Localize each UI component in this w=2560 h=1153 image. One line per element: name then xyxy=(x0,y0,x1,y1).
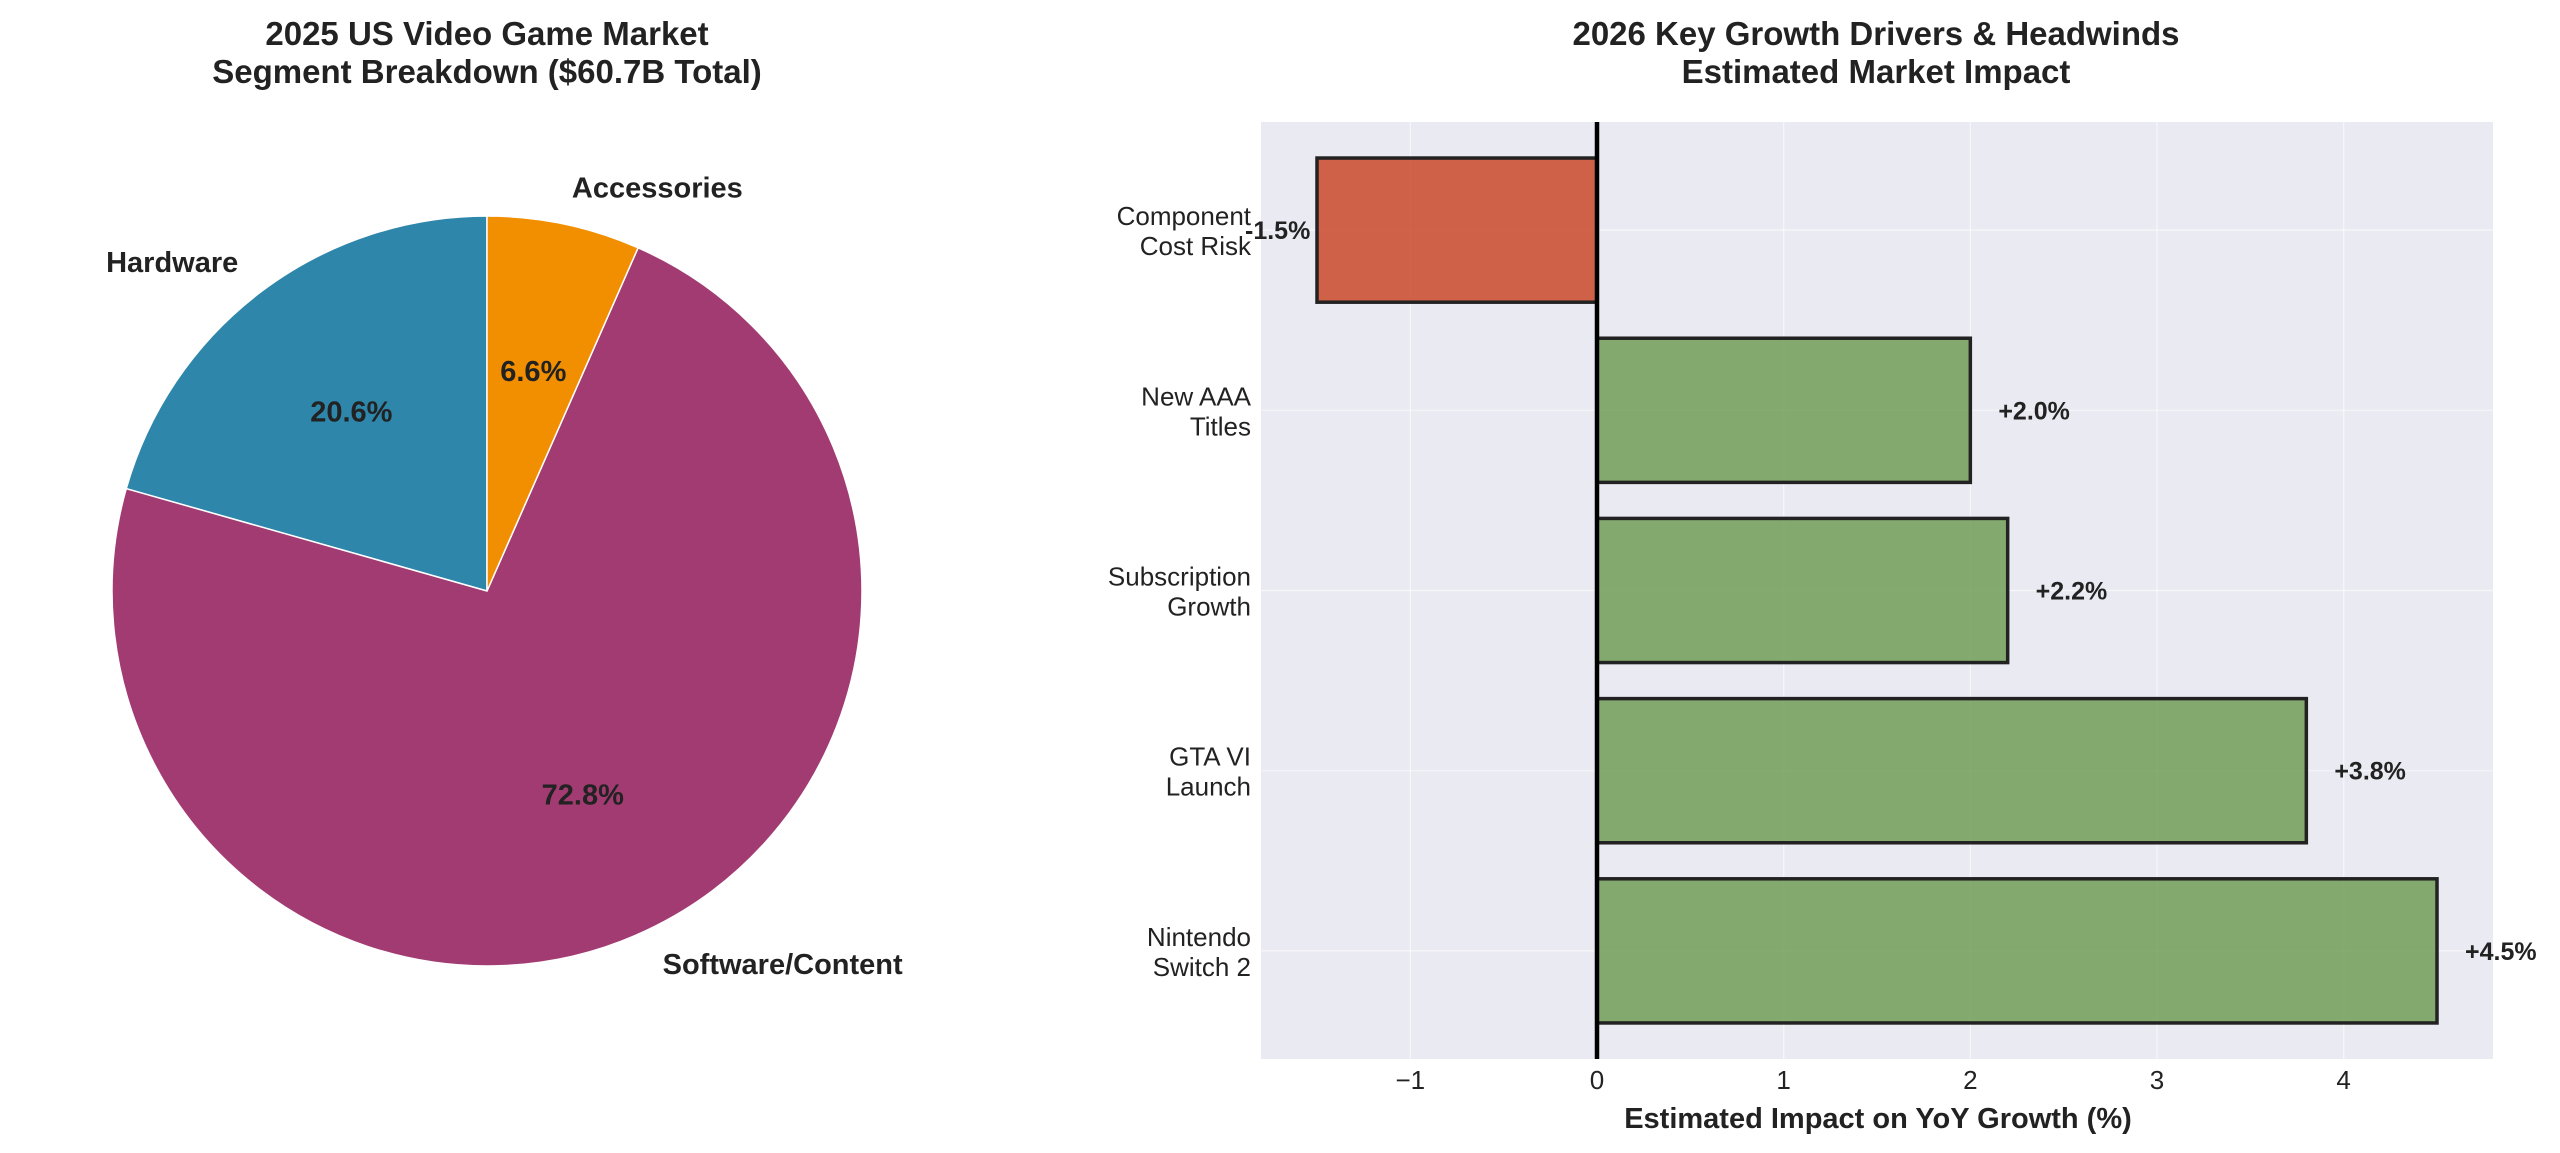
category-label-subscription-growth-line-1: Subscription xyxy=(1108,562,1251,592)
pie-labels: Hardware 20.6% Software/Content 72.8% Access… xyxy=(106,172,903,981)
category-label-nintendo-switch-2-line-2: Switch 2 xyxy=(1153,952,1251,982)
bar-value-label-nintendo-switch-2: +4.5% xyxy=(2465,938,2537,966)
bar-title-line-2: Estimated Market Impact xyxy=(1682,53,2071,90)
bar-title-line-1: 2026 Key Growth Drivers & Headwinds xyxy=(1572,15,2179,52)
bar-value-labels: +4.5% +3.8% +2.2% +2.0% -1.5% xyxy=(1245,217,2537,966)
pie-title-line-1: 2025 US Video Game Market xyxy=(265,15,708,52)
x-tick-labels: −1 0 1 2 3 4 xyxy=(1396,1065,2351,1095)
bar-nintendo-switch-2 xyxy=(1595,877,2439,1025)
x-tick-label: 3 xyxy=(2150,1065,2164,1095)
x-tick-label: 0 xyxy=(1590,1065,1604,1095)
bar-gta-vi-launch xyxy=(1595,696,2309,845)
x-tick-label: 2 xyxy=(1963,1065,1977,1095)
category-label-nintendo-switch-2-line-1: Nintendo xyxy=(1147,922,1251,952)
x-tick-label: −1 xyxy=(1396,1065,1426,1095)
pie-pct-software-content: 72.8% xyxy=(542,780,624,812)
category-label-component-cost-risk-line-1: Component xyxy=(1117,201,1252,231)
bar-value-label-subscription-growth: +2.2% xyxy=(2036,578,2108,606)
bar-chart: 2026 Key Growth Drivers & Headwinds Esti… xyxy=(1108,15,2537,1135)
pie-pct-hardware: 20.6% xyxy=(310,396,392,428)
x-tick-label: 4 xyxy=(2336,1065,2350,1095)
bar-subscription-growth xyxy=(1595,516,2010,665)
bar-value-label-new-aaa-titles: +2.0% xyxy=(1998,397,2070,425)
bar-value-label-gta-vi-launch: +3.8% xyxy=(2334,758,2406,786)
category-label-new-aaa-titles-line-2: Titles xyxy=(1190,411,1251,441)
category-label-new-aaa-titles-line-1: New AAA xyxy=(1141,381,1251,411)
pie-slices xyxy=(111,215,863,967)
pie-slice-accessories xyxy=(486,215,640,592)
bar-new-aaa-titles xyxy=(1595,336,1973,485)
category-label-gta-vi-launch-line-1: GTA VI xyxy=(1169,742,1251,772)
pie-slice-software-content xyxy=(111,246,863,967)
bar-value-label-component-cost-risk: -1.5% xyxy=(1245,217,1310,245)
category-label-component-cost-risk-line-2: Cost Risk xyxy=(1140,231,1252,261)
pie-title-line-2: Segment Breakdown ($60.7B Total) xyxy=(212,53,762,90)
category-label-subscription-growth-line-2: Growth xyxy=(1167,592,1251,622)
x-tick-label: 1 xyxy=(1776,1065,1790,1095)
pie-pct-accessories: 6.6% xyxy=(500,356,566,388)
pie-chart: 2025 US Video Game Market Segment Breakd… xyxy=(106,15,903,981)
bars xyxy=(1315,156,2439,1025)
category-label-gta-vi-launch-line-2: Launch xyxy=(1166,772,1251,802)
pie-label-hardware: Hardware xyxy=(106,247,238,279)
pie-slice-hardware xyxy=(125,215,488,592)
pie-label-software-content: Software/Content xyxy=(663,949,903,981)
x-axis-label: Estimated Impact on YoY Growth (%) xyxy=(1624,1103,2132,1135)
bar-component-cost-risk xyxy=(1315,156,1599,304)
pie-label-accessories: Accessories xyxy=(572,172,743,204)
